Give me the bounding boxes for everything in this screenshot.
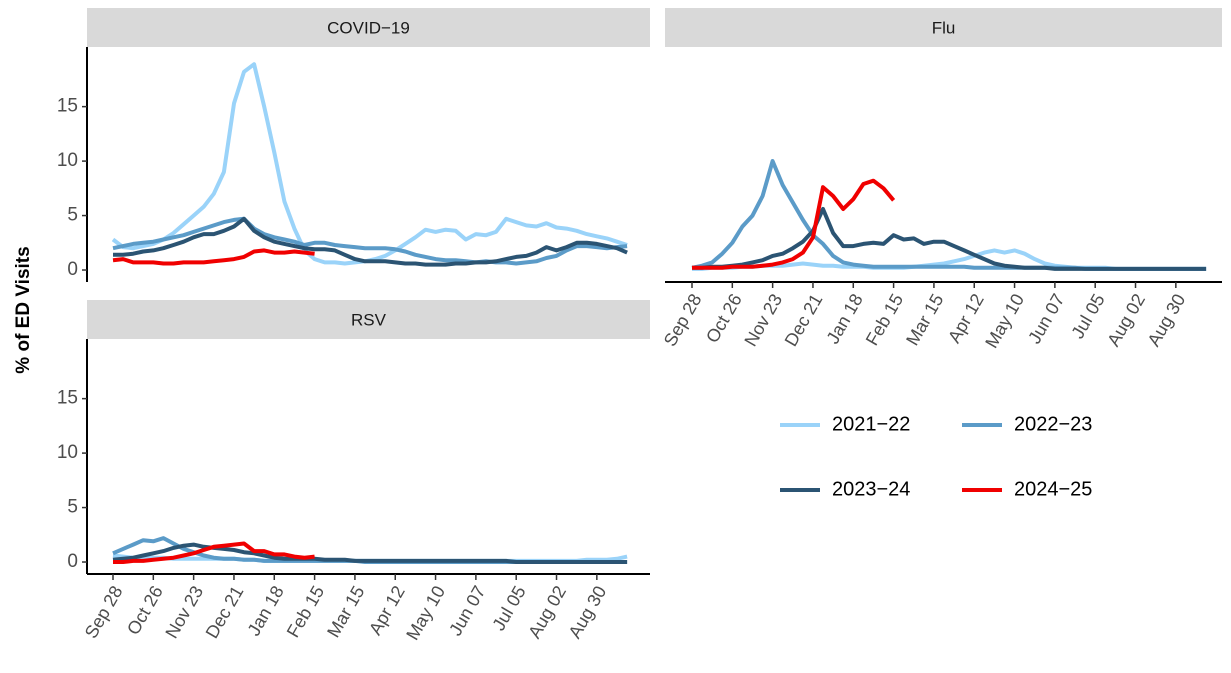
facet-title: Flu xyxy=(932,18,956,37)
y-tick-label: 5 xyxy=(67,497,78,518)
legend-label: 2023−24 xyxy=(832,478,910,500)
x-tick-label: Sep 28 xyxy=(81,582,127,641)
facet-title: RSV xyxy=(351,310,387,329)
x-tick-label: Mar 15 xyxy=(902,290,947,349)
x-tick-label: Jun 07 xyxy=(445,582,489,639)
x-tick-label: Apr 12 xyxy=(944,290,988,346)
y-tick-label: 0 xyxy=(67,259,78,280)
x-tick-label: Oct 26 xyxy=(123,582,167,638)
facet-strip xyxy=(87,300,650,339)
x-tick-label: May 10 xyxy=(402,582,449,643)
x-tick-label: Feb 15 xyxy=(283,582,328,641)
y-tick-label: 15 xyxy=(57,96,78,117)
x-tick-label: Jan 18 xyxy=(244,582,288,639)
series-line xyxy=(112,542,628,564)
series-line xyxy=(692,178,896,270)
x-tick-label: Apr 12 xyxy=(365,582,409,638)
y-tick-label: 10 xyxy=(57,150,78,171)
facet-strip xyxy=(665,8,1222,47)
x-tick-label: Feb 15 xyxy=(862,290,907,349)
y-axis-label: % of ED Visits xyxy=(13,246,34,373)
x-tick-label: Aug 02 xyxy=(524,582,570,641)
x-tick-label: Oct 26 xyxy=(702,290,746,346)
x-tick-label: Jan 18 xyxy=(823,290,867,347)
x-tick-label: Aug 30 xyxy=(1144,290,1190,349)
x-tick-label: Dec 21 xyxy=(781,290,827,349)
facet-strip xyxy=(87,8,650,47)
x-tick-label: Mar 15 xyxy=(323,582,368,641)
series-line xyxy=(113,216,628,267)
series-line xyxy=(112,248,315,266)
y-tick-label: 10 xyxy=(57,442,78,463)
facet-title: COVID−19 xyxy=(327,18,410,37)
x-tick-label: Aug 02 xyxy=(1103,290,1149,349)
series-line xyxy=(112,216,628,266)
x-tick-label: Jun 07 xyxy=(1024,290,1068,347)
x-tick-label: May 10 xyxy=(981,290,1028,351)
x-tick-label: Aug 30 xyxy=(565,582,611,641)
y-tick-label: 5 xyxy=(67,205,78,226)
series-line xyxy=(113,541,315,564)
x-tick-label: Dec 21 xyxy=(202,582,248,641)
series-line xyxy=(692,207,1207,271)
y-tick-label: 0 xyxy=(67,551,78,572)
x-tick-label: Sep 28 xyxy=(660,290,706,349)
x-tick-label: Jul 05 xyxy=(1067,290,1108,342)
legend-label: 2022−23 xyxy=(1014,413,1092,435)
x-tick-label: Nov 23 xyxy=(740,290,786,349)
y-tick-label: 15 xyxy=(57,388,78,409)
x-tick-label: Nov 23 xyxy=(161,582,207,641)
series-line xyxy=(691,159,1207,271)
legend-label: 2021−22 xyxy=(832,413,910,435)
legend-label: 2024−25 xyxy=(1014,478,1092,500)
x-tick-label: Jul 05 xyxy=(488,582,529,634)
